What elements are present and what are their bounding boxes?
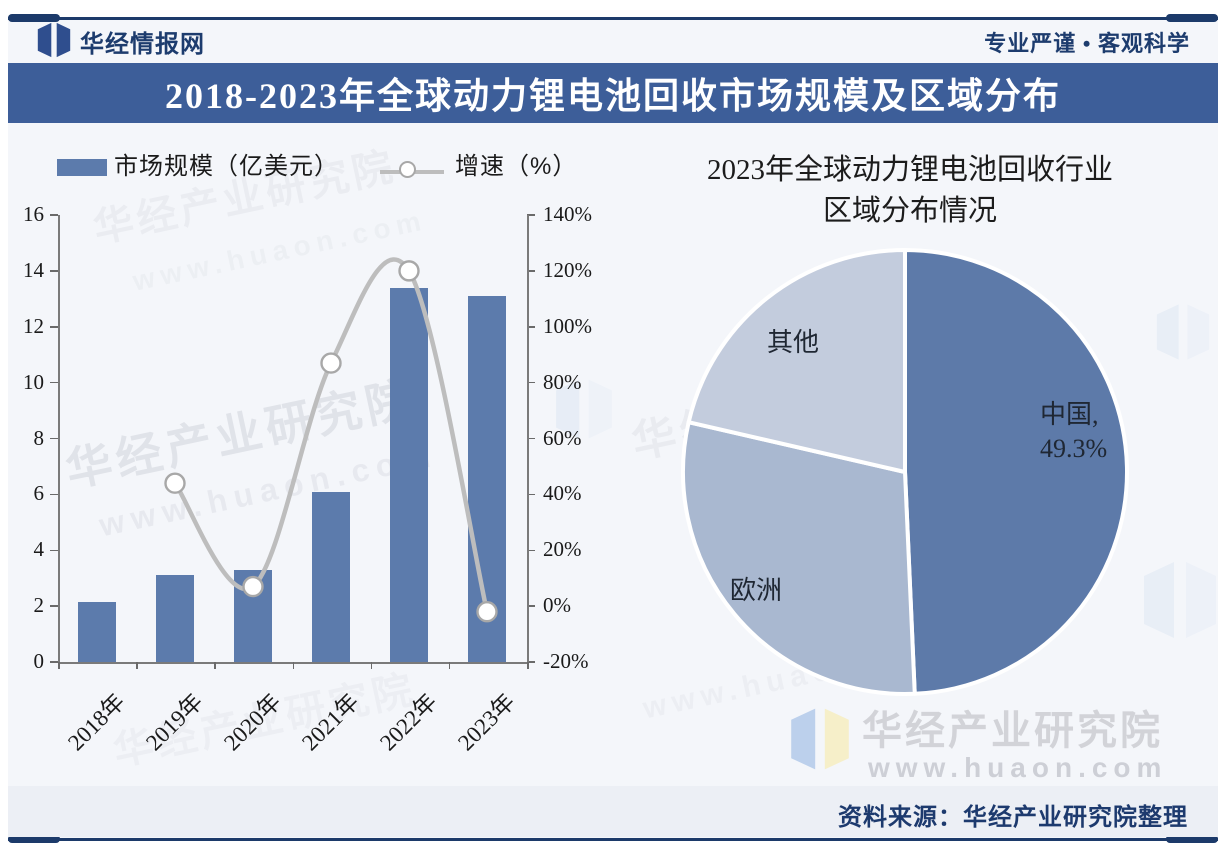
pie-label-europe: 欧洲: [730, 576, 783, 605]
bar-2021年: [312, 491, 350, 662]
left-axis-tick: [50, 437, 58, 440]
right-axis-label: 140%: [543, 202, 592, 226]
bar-2023年: [468, 296, 506, 662]
right-axis-tick: [527, 214, 535, 216]
left-axis-tick: [50, 381, 58, 384]
x-axis-tick: [136, 662, 138, 669]
right-axis-tick: [527, 381, 535, 384]
bar-line-chart: 0 2 4 6 8 10 12 14 16 -20% 0% 20% 40% 60% 80% 100% 120% 1…: [0, 0, 620, 800]
right-axis-tick: [527, 661, 535, 663]
x-axis-tick: [527, 662, 529, 669]
left-axis-label: 6: [33, 481, 45, 506]
pie-title-line1: 2023年全球动力锂电池回收行业: [706, 154, 1113, 186]
right-axis-tick: [527, 437, 535, 440]
right-axis-tick: [527, 326, 535, 328]
right-axis-label: 0%: [543, 593, 571, 618]
x-axis-label: 2022年: [375, 688, 442, 756]
page-title: 2018-2023年全球动力锂电池回收市场规模及区域分布: [165, 76, 1061, 116]
left-axis-label: 0: [33, 649, 45, 673]
x-axis-label: 2021年: [297, 688, 364, 756]
left-axis-label: 2: [33, 593, 45, 618]
x-axis-tick: [292, 662, 294, 669]
left-axis-label: 8: [33, 425, 45, 450]
legend-bar-swatch: [57, 159, 107, 176]
source-note: 资料来源：华经产业研究院整理: [838, 805, 1188, 831]
right-axis-tick: [527, 605, 535, 607]
x-axis-tick: [58, 662, 60, 669]
x-axis-tick: [370, 662, 373, 669]
top-rule: [8, 17, 1218, 20]
right-axis-line: [527, 215, 529, 662]
title-banner: 2018-2023年全球动力锂电池回收市场规模及区域分布: [8, 63, 1218, 123]
pie-label-china-line1: 中国,: [1040, 400, 1099, 429]
left-axis-label: 16: [23, 202, 44, 226]
right-axis-label: -20%: [543, 649, 589, 673]
right-axis-label: 20%: [543, 537, 582, 562]
left-axis-tick: [50, 549, 58, 551]
left-axis-label: 14: [23, 257, 44, 282]
left-axis-label: 4: [33, 537, 45, 562]
left-axis-label: 10: [23, 369, 44, 394]
right-axis-label: 40%: [543, 481, 582, 506]
x-axis-label: 2020年: [219, 688, 286, 756]
pie-label-china-line2: 49.3%: [1040, 433, 1108, 463]
bar-2022年: [390, 287, 428, 662]
x-axis-label: 2019年: [141, 688, 208, 756]
pie-title-line2: 区域分布情况: [822, 194, 997, 227]
bottom-rule-left-dash: [8, 835, 60, 843]
left-axis-label: 12: [23, 313, 44, 338]
bar-2019年: [156, 575, 194, 662]
left-axis-tick: [50, 493, 58, 496]
bar-2018年: [78, 601, 116, 662]
bottom-rule: [8, 838, 1218, 841]
left-axis-tick: [50, 661, 58, 663]
pie-chart-title: 2023年全球动力锂电池回收行业 区域分布情况: [655, 150, 1165, 231]
top-rule-left-dash: [8, 14, 60, 22]
legend-bar-label: 市场规模（亿美元）: [114, 153, 339, 180]
right-axis-tick: [527, 493, 535, 496]
bottom-rule-right-dash: [1166, 835, 1218, 843]
left-axis-tick: [50, 605, 58, 607]
pie-label-china: 中国, 49.3%: [1040, 398, 1160, 466]
legend-line-marker-icon: [399, 161, 416, 178]
right-axis-tick: [527, 270, 535, 272]
x-axis-tick: [448, 662, 451, 669]
footer-band: [8, 786, 1218, 837]
left-axis-tick: [50, 326, 58, 328]
right-axis-label: 60%: [543, 425, 582, 450]
right-axis-label: 120%: [543, 257, 592, 282]
right-axis-label: 80%: [543, 369, 582, 394]
right-axis-tick: [527, 549, 535, 551]
header-slogan: 专业严谨 • 客观科学: [984, 31, 1190, 56]
top-rule-right-dash: [1166, 14, 1218, 22]
right-axis-label: 100%: [543, 313, 592, 338]
legend-line-label: 增速（%）: [455, 153, 578, 180]
pie-label-other: 其他: [767, 328, 820, 357]
left-axis-tick: [50, 214, 58, 216]
x-axis-label: 2023年: [453, 688, 520, 756]
bar-2020年: [234, 569, 272, 662]
x-axis-tick: [214, 662, 216, 669]
brand-name: 华经情报网: [80, 31, 205, 58]
x-axis-label: 2018年: [63, 688, 130, 756]
left-axis-tick: [50, 270, 58, 272]
left-axis-line: [58, 215, 60, 662]
